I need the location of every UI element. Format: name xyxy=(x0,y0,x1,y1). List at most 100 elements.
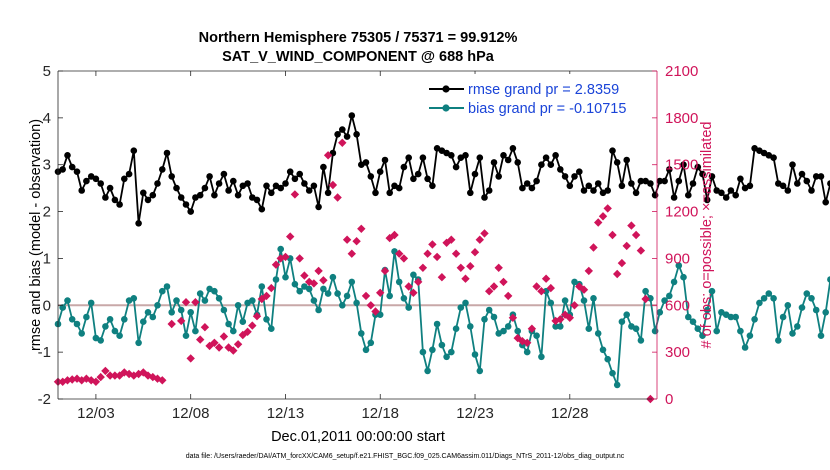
obs-count-marker xyxy=(300,271,309,280)
rmse-point xyxy=(528,184,536,192)
bias-point xyxy=(661,297,668,304)
rmse-point xyxy=(310,182,318,190)
legend-rmse-label: rmse grand pr = 2.8359 xyxy=(468,82,619,98)
bias-point xyxy=(386,292,394,300)
obs-count-marker xyxy=(286,232,295,241)
rmse-point xyxy=(343,133,351,140)
rmse-point xyxy=(372,189,379,197)
bias-point xyxy=(685,313,692,321)
obs-count-marker xyxy=(565,313,574,322)
bias-point xyxy=(765,290,773,297)
bias-point xyxy=(135,339,142,347)
rmse-point xyxy=(405,154,413,161)
rmse-point xyxy=(230,177,237,185)
bias-point xyxy=(471,351,479,358)
rmse-point xyxy=(263,182,270,190)
rmse-point xyxy=(154,180,161,187)
rmse-point xyxy=(424,175,431,183)
y-axis-right-label: # of obs: o=possible; ×=assimilated xyxy=(699,122,715,349)
obs-count-marker xyxy=(636,246,646,255)
rmse-point xyxy=(305,187,313,194)
obs-count-marker xyxy=(399,254,409,263)
rmse-point xyxy=(523,180,531,187)
rmse-point xyxy=(234,191,242,199)
rmse-point xyxy=(689,180,697,187)
rmse-point xyxy=(675,177,683,185)
obs-count-marker xyxy=(295,254,304,263)
x-tick-label: 12/08 xyxy=(172,405,210,422)
obs-count-marker xyxy=(428,240,437,249)
bias-point xyxy=(249,297,256,304)
obs-count-marker xyxy=(414,277,423,287)
bias-point xyxy=(106,316,114,323)
bias-point xyxy=(159,287,166,295)
rmse-point xyxy=(419,154,427,161)
legend-bias-marker xyxy=(442,104,450,112)
rmse-point xyxy=(566,182,574,190)
rmse-point xyxy=(708,173,716,180)
bias-point xyxy=(794,323,801,330)
rmse-point xyxy=(628,180,635,187)
bias-point xyxy=(651,327,659,335)
rmse-point xyxy=(140,189,147,197)
bias-point xyxy=(798,304,806,311)
bias-point xyxy=(467,323,474,330)
rmse-point xyxy=(732,191,739,199)
y-tick-label: 4 xyxy=(43,110,51,127)
bias-point xyxy=(130,295,138,302)
bias-point xyxy=(613,381,621,389)
obs-count-marker xyxy=(181,298,191,307)
obs-count-marker xyxy=(376,288,385,297)
x-tick-label: 12/03 xyxy=(77,405,115,422)
bias-point xyxy=(282,273,289,281)
bias-point xyxy=(310,297,318,304)
rmse-point xyxy=(258,205,266,213)
obs-count-marker xyxy=(281,252,290,262)
rmse-point xyxy=(414,170,422,178)
bias-point xyxy=(116,332,123,340)
rmse-point xyxy=(737,175,744,183)
rmse-point xyxy=(561,173,569,180)
obs-count-marker xyxy=(323,151,333,160)
bias-point xyxy=(585,325,593,333)
bias-point xyxy=(632,325,640,333)
rmse-point xyxy=(694,163,702,171)
rmse-point xyxy=(291,175,299,183)
rmse-point xyxy=(362,159,370,166)
bias-point xyxy=(87,299,95,307)
rmse-point xyxy=(794,180,801,187)
rmse-point xyxy=(410,175,417,183)
obs-count-marker xyxy=(338,138,347,147)
rmse-point xyxy=(168,173,175,180)
rmse-point xyxy=(215,180,223,187)
y-tick-label: 0 xyxy=(43,297,51,314)
bias-point xyxy=(727,313,735,321)
rmse-point xyxy=(609,147,616,154)
y-right-tick-label: 2100 xyxy=(665,63,698,80)
bias-point xyxy=(405,304,413,311)
bias-point xyxy=(102,323,109,330)
rmse-point xyxy=(798,170,806,178)
rmse-point xyxy=(571,173,578,180)
obs-count-marker xyxy=(167,319,176,329)
bias-point xyxy=(504,323,512,330)
bias-series-line xyxy=(57,248,830,386)
bias-point xyxy=(481,316,488,323)
bias-point xyxy=(73,320,81,328)
obs-count-marker xyxy=(480,229,489,238)
bias-point xyxy=(320,285,327,293)
obs-count-marker xyxy=(115,371,124,380)
rmse-point xyxy=(448,152,455,159)
rmse-point xyxy=(538,161,545,168)
rmse-point xyxy=(703,196,711,204)
bias-point xyxy=(163,283,171,290)
rmse-point xyxy=(670,194,678,201)
bias-point xyxy=(561,297,569,304)
rmse-point xyxy=(495,173,503,180)
rmse-point xyxy=(500,152,507,159)
obs-count-marker xyxy=(551,316,560,326)
legend-box xyxy=(424,74,652,122)
rmse-point xyxy=(789,161,796,168)
obs-count-marker xyxy=(461,274,470,283)
bias-point xyxy=(334,290,341,297)
